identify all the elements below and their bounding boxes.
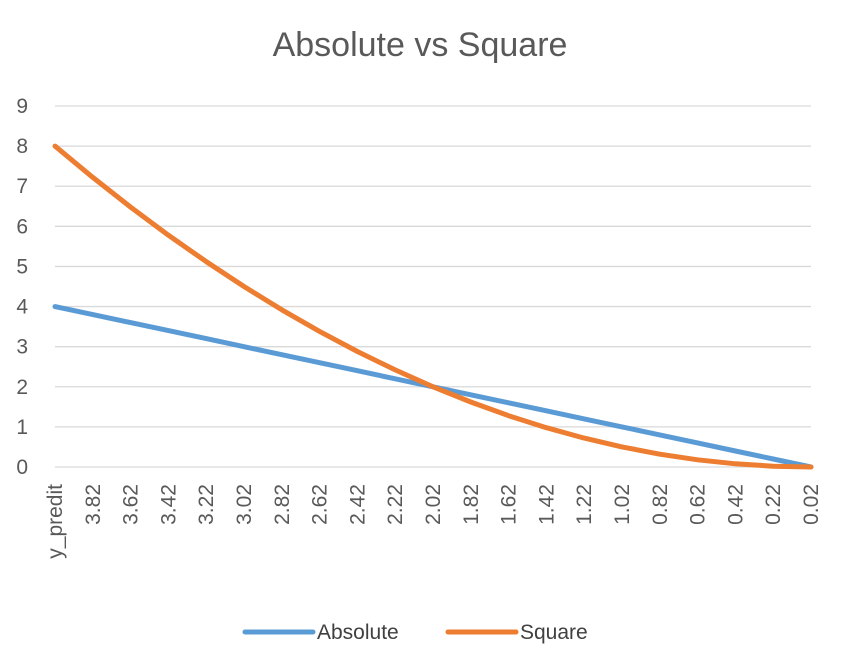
- x-tick-label: 1.02: [611, 484, 634, 525]
- y-tick-label: 7: [16, 175, 28, 198]
- x-tick-label: 0.22: [762, 484, 785, 525]
- x-tick-label: 0.42: [724, 484, 747, 525]
- x-tick-label: 1.62: [498, 484, 521, 525]
- x-tick-label: 2.02: [422, 484, 445, 525]
- x-tick-label: 2.82: [271, 484, 294, 525]
- y-tick-label: 3: [16, 336, 28, 359]
- y-tick-label: 1: [16, 416, 28, 439]
- y-axis-ticks: 0 1 2 3 4 5 6 7 8 9: [16, 95, 28, 479]
- y-tick-label: 4: [16, 296, 28, 319]
- x-tick-label: 1.82: [460, 484, 483, 525]
- legend-label-square: Square: [520, 621, 588, 644]
- y-tick-label: 6: [16, 215, 28, 238]
- y-tick-label: 2: [16, 376, 28, 399]
- x-tick-label: 2.42: [346, 484, 369, 525]
- x-tick-label: 3.62: [120, 484, 143, 525]
- series-layer: [52, 143, 814, 470]
- gridlines: [55, 105, 811, 468]
- x-tick-label: 1.22: [573, 484, 596, 525]
- chart-title: Absolute vs Square: [273, 26, 568, 64]
- y-tick-label: 5: [16, 255, 28, 278]
- x-tick-label: 3.82: [82, 484, 105, 525]
- y-tick-label: 9: [16, 95, 28, 118]
- x-tick-label: 3.42: [157, 484, 180, 525]
- x-tick-label: 2.22: [384, 484, 407, 525]
- y-tick-label: 0: [16, 456, 28, 479]
- x-tick-label: 3.02: [233, 484, 256, 525]
- x-tick-label: y_predit: [44, 484, 67, 559]
- x-tick-label: 0.62: [687, 484, 710, 525]
- x-tick-label: 3.22: [195, 484, 218, 525]
- x-tick-label: 2.62: [309, 484, 332, 525]
- x-tick-label: 1.42: [535, 484, 558, 525]
- x-axis-ticks: y_predit 3.82 3.62 3.42 3.22 3.02 2.82 2.62 2.42…: [44, 484, 823, 559]
- legend: Absolute Square: [242, 621, 588, 644]
- series-line-square: [52, 143, 814, 470]
- y-tick-label: 8: [16, 135, 28, 158]
- legend-label-absolute: Absolute: [317, 621, 399, 644]
- x-tick-label: 0.82: [649, 484, 672, 525]
- x-tick-label: 0.02: [800, 484, 823, 525]
